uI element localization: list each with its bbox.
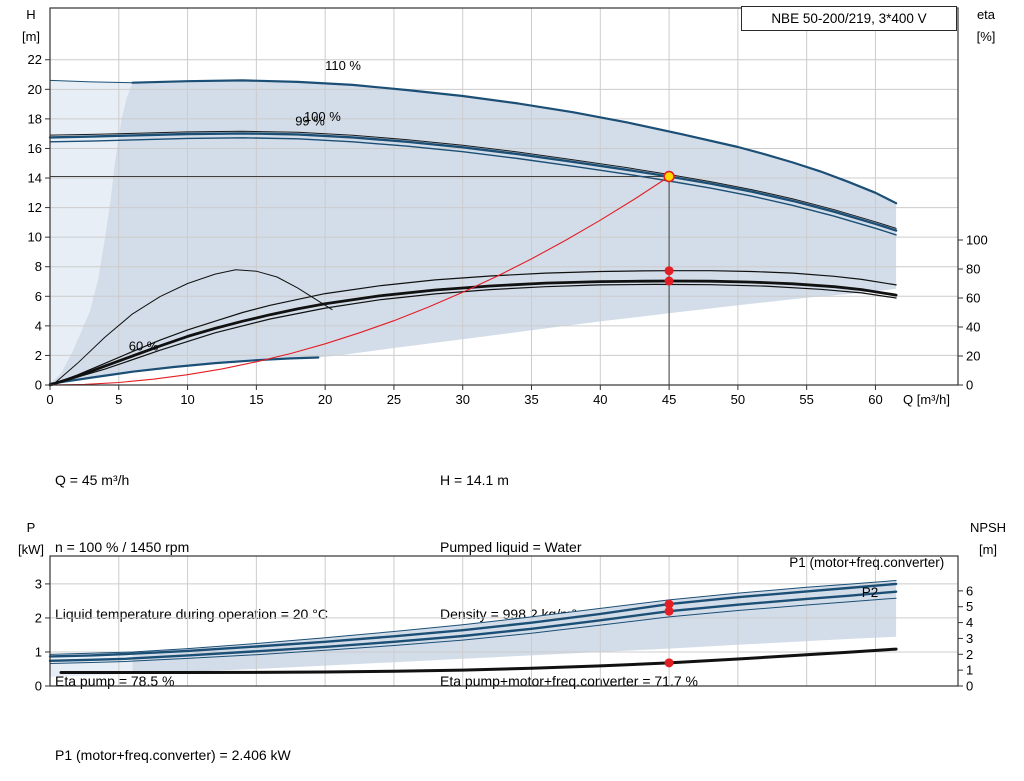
plot-frame [49, 7, 959, 386]
y-left-tick-label: 2 [35, 610, 42, 625]
y-right-tick-label: 3 [966, 631, 973, 646]
x-tick-label: 35 [524, 392, 538, 407]
x-tick-label: 0 [46, 392, 53, 407]
system-curve [49, 175, 670, 386]
p2-curve [48, 590, 898, 662]
x-tick-label: 45 [662, 392, 676, 407]
y-left-tick-label: 4 [35, 318, 42, 333]
info-line-head: H = 14.1 m [440, 471, 509, 488]
x-tick-label: 60 [868, 392, 882, 407]
x-tick-label: 15 [249, 392, 263, 407]
x-tick-label: 5 [115, 392, 122, 407]
speed-curve-100-thin [49, 130, 897, 229]
y-left-tick-label: 1 [35, 644, 42, 659]
eta-total-curve [48, 279, 898, 387]
operating-range-outer [50, 80, 133, 384]
label-100: 100 % [304, 109, 341, 124]
y-left-axis-title: [kW] [18, 542, 44, 557]
eta-pump-point [664, 266, 674, 276]
y-right-tick-label: 40 [966, 320, 980, 335]
x-tick-label: 50 [731, 392, 745, 407]
y-left-tick-label: 10 [28, 230, 42, 245]
p1-curve-label: P1 (motor+freq.converter) [789, 555, 944, 570]
y-right-tick-label: 6 [966, 583, 973, 598]
x-tick-label: 30 [455, 392, 469, 407]
npsh-curve [59, 647, 898, 674]
eta-pump-curve [49, 270, 897, 386]
y-right-tick-label: 100 [966, 233, 988, 248]
pump-model-title: NBE 50-200/219, 3*400 V [741, 6, 957, 31]
y-left-tick-label: 6 [35, 289, 42, 304]
speed-curve-100 [48, 132, 898, 232]
info-line-speed: n = 100 % / 1450 rpm [55, 539, 190, 556]
y-left-tick-label: 8 [35, 259, 42, 274]
x-tick-label: 25 [387, 392, 401, 407]
y-left-tick-label: 22 [28, 52, 42, 67]
y-left-tick-label: 14 [28, 171, 42, 186]
y-right-tick-label: 20 [966, 349, 980, 364]
y-right-tick-label: 60 [966, 291, 980, 306]
power-envelope-top [49, 580, 897, 655]
info-line-q: Q = 45 m³/h [55, 471, 130, 488]
y-left-tick-label: 3 [35, 576, 42, 591]
y-left-tick-label: 0 [35, 378, 42, 393]
label-110: 110 % [325, 58, 361, 73]
speed-curve-110 [131, 79, 898, 205]
y-left-axis-title: [m] [22, 29, 40, 44]
x-tick-label: 20 [318, 392, 332, 407]
y-left-axis-title: P [27, 520, 36, 535]
p2-curve-label: P2 [862, 585, 879, 600]
y-right-axis-title: [m] [979, 542, 997, 557]
label-60: 60 % [129, 338, 159, 353]
y-right-axis-title: [%] [977, 29, 996, 44]
y-right-tick-label: 5 [966, 599, 973, 614]
p2-point [664, 606, 674, 616]
y-left-tick-label: 12 [28, 200, 42, 215]
y-left-tick-label: 18 [28, 111, 42, 126]
operating-range [50, 80, 897, 384]
y-right-tick-label: 0 [966, 378, 973, 393]
eta-reduced-speed-arc [53, 269, 333, 385]
y-right-tick-label: 4 [966, 615, 973, 630]
x-tick-label: 10 [180, 392, 194, 407]
y-left-tick-label: 20 [28, 82, 42, 97]
power-thin-low [49, 597, 897, 664]
duty-point [663, 170, 675, 183]
y-left-tick-label: 0 [35, 679, 42, 694]
eta-total-curve-2 [49, 283, 897, 386]
eta-total-point [664, 276, 674, 286]
y-right-tick-label: 1 [966, 663, 973, 678]
y-left-axis-title: H [26, 7, 35, 22]
envelope-top-left-edge [49, 79, 133, 84]
info-line-liquid: Pumped liquid = Water [440, 539, 582, 556]
y-left-tick-label: 16 [28, 141, 42, 156]
speed-curve-99 [49, 137, 897, 236]
plot-frame [49, 555, 959, 687]
p1-curve [48, 582, 898, 658]
y-right-axis-title: NPSH [970, 520, 1006, 535]
label-99: 99 % [295, 114, 325, 129]
info-line-p1: P1 (motor+freq.converter) = 2.406 kW [55, 746, 291, 763]
y-right-axis-title: eta [977, 7, 996, 22]
y-left-tick-label: 2 [35, 348, 42, 363]
power-info: P1 (motor+freq.converter) = 2.406 kW P2 … [55, 699, 291, 781]
x-tick-label: 55 [799, 392, 813, 407]
p1-point [664, 599, 674, 609]
hq-performance-chart: 0 2 4 6 8 10 12 14 16 18 20 22 0 20 40 60 80 100 0 5 10 15 20 2… [22, 7, 996, 407]
y-right-tick-label: 2 [966, 647, 973, 662]
y-right-tick-label: 80 [966, 262, 980, 277]
y-right-tick-label: 0 [966, 679, 973, 694]
npsh-point [664, 658, 674, 668]
min-speed-curve [48, 356, 320, 385]
x-tick-label: 40 [593, 392, 607, 407]
x-axis-title: Q [m³/h] [903, 392, 950, 407]
